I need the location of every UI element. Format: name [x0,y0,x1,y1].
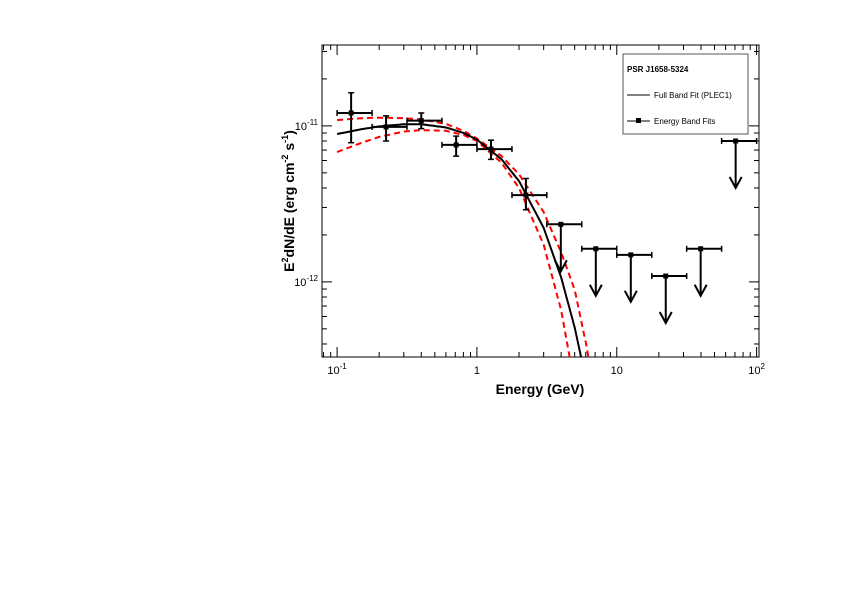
square-marker [698,246,704,252]
square-marker [453,142,459,148]
arrow-down-icon [553,259,568,274]
legend-square-marker-icon [636,118,641,123]
upper-limit-point [581,245,618,298]
x-tick-labels: 10-1 1 10 102 [327,362,765,377]
data-point [371,115,408,142]
data-point [406,112,443,130]
data-point [511,177,548,211]
upper-limit-point [546,221,583,274]
axis-ticks [322,45,759,357]
square-marker [558,221,564,227]
square-marker [383,124,389,130]
y-tick-labels: 10-11 10-12 [294,118,318,289]
arrow-down-icon [728,176,743,191]
plot-frame [321,44,760,358]
data-points [336,92,758,326]
x-tick-label: 10 [611,365,623,377]
square-marker [523,192,529,198]
data-point [336,92,373,144]
upper-limit-point [685,245,723,298]
square-marker [418,118,424,124]
square-marker [488,146,494,152]
x-tick-label: 102 [748,362,765,377]
square-marker [593,246,599,252]
arrow-down-icon [588,284,603,298]
arrow-down-icon [658,311,673,326]
square-marker [663,273,669,279]
data-point [441,135,478,157]
y-tick-label: 10-11 [295,118,319,133]
arrow-down-icon [693,284,708,298]
upper-limit-point [651,273,688,326]
y-axis-title: E2dN/dE (erg cm-2 s-1) [280,130,297,272]
square-marker [628,252,634,258]
legend-title: PSR J1658-5324 [627,65,689,74]
upper-limit-point [616,251,653,304]
y-tick-label: 10-12 [294,274,318,289]
band-lower-curve [336,129,571,357]
square-marker [348,110,354,116]
x-tick-label: 10-1 [327,362,347,377]
data-point [476,139,513,161]
band-upper-curve [337,116,590,357]
x-tick-label: 1 [474,365,480,377]
square-marker [733,138,739,144]
arrow-down-icon [623,290,638,304]
upper-limit-point [720,138,758,191]
legend-entry-fit: Full Band Fit (PLEC1) [654,91,732,100]
legend: PSR J1658-5324 Full Band Fit (PLEC1) Ene… [622,53,749,135]
x-axis-title: Energy (GeV) [496,381,585,397]
legend-entry-bands: Energy Band Fits [654,117,715,126]
